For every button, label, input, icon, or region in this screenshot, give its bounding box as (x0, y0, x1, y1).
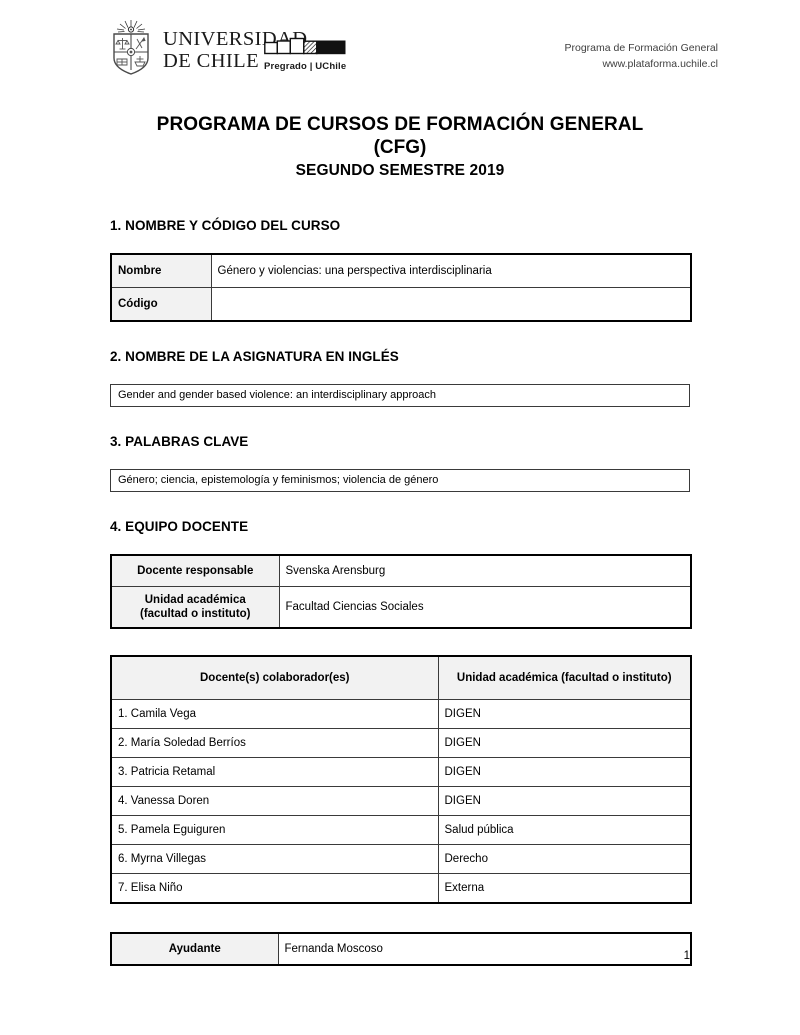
table-row: 2. María Soledad Berríos DIGEN (110, 728, 692, 759)
row-label-nombre: Nombre (110, 253, 212, 289)
col-header-unidad-academica: Unidad académica (facultad o instituto) (437, 655, 692, 701)
row-value-unidad-academica[interactable]: Facultad Ciencias Sociales (278, 586, 692, 629)
collaborator-unit[interactable]: Salud pública (437, 815, 692, 846)
col-header-line-1: Unidad académica (facultad o (456, 672, 620, 685)
collaborator-unit[interactable]: Externa (437, 873, 692, 904)
row-label-docente-responsable: Docente responsable (110, 554, 280, 588)
collaborator-name[interactable]: 3. Patricia Retamal (110, 757, 439, 788)
collaborator-name[interactable]: 4. Vanessa Doren (110, 786, 439, 817)
section-2-value-box[interactable]: Gender and gender based violence: an int… (110, 384, 690, 408)
row-value-ayudante[interactable]: Fernanda Moscoso (277, 932, 692, 966)
section-3-value-box[interactable]: Género; ciencia, epistemología y feminis… (110, 469, 690, 493)
section-4-assistant-table: Ayudante Fernanda Moscoso (110, 932, 692, 967)
collaborator-name[interactable]: 6. Myrna Villegas (110, 844, 439, 875)
section-2-heading: 2. NOMBRE DE LA ASIGNATURA EN INGLÉS (110, 349, 399, 365)
collaborator-unit[interactable]: Derecho (437, 844, 692, 875)
table-row: 7. Elisa Niño Externa (110, 873, 692, 904)
section-3-heading: 3. PALABRAS CLAVE (110, 434, 249, 450)
table-row: Nombre Género y violencias: una perspect… (110, 253, 692, 289)
title-line-1: PROGRAMA DE CURSOS DE FORMACIÓN GENERAL (156, 114, 644, 135)
header-website-line: www.plataforma.uchile.cl (602, 58, 718, 71)
page-header: UNIVERSIDAD DE CHILE Pregrado | UChile (0, 14, 800, 92)
table-row: Ayudante Fernanda Moscoso (110, 932, 692, 966)
page-number: 1 (683, 950, 690, 962)
section-4-responsible-table: Docente responsable Svenska Arensburg Un… (110, 554, 692, 630)
pregrado-uchile-logo: Pregrado | UChile (264, 36, 364, 72)
section-4-collaborators-table: Docente(s) colaborador(es) Unidad académ… (110, 655, 692, 905)
collaborator-unit[interactable]: DIGEN (437, 757, 692, 788)
row-value-docente-responsable[interactable]: Svenska Arensburg (278, 554, 692, 588)
table-row: 5. Pamela Eguiguren Salud pública (110, 815, 692, 846)
title-line-3: SEGUNDO SEMESTRE 2019 (295, 162, 505, 180)
collaborator-name[interactable]: 1. Camila Vega (110, 699, 439, 730)
table-row: 4. Vanessa Doren DIGEN (110, 786, 692, 817)
row-label-codigo: Código (110, 287, 212, 322)
collaborator-name[interactable]: 5. Pamela Eguiguren (110, 815, 439, 846)
collaborator-unit[interactable]: DIGEN (437, 728, 692, 759)
label-line-2: (facultad o instituto) (139, 608, 251, 621)
row-value-nombre[interactable]: Género y violencias: una perspectiva int… (210, 253, 692, 289)
table-row: 1. Camila Vega DIGEN (110, 699, 692, 730)
title-line-2: (CFG) (373, 137, 427, 159)
table-row: Unidad académica (facultad o instituto) … (110, 586, 692, 629)
row-label-unidad-academica: Unidad académica (facultad o instituto) (110, 586, 280, 629)
collaborator-unit[interactable]: DIGEN (437, 699, 692, 730)
table-header-row: Docente(s) colaborador(es) Unidad académ… (110, 655, 692, 701)
section-1-heading: 1. NOMBRE Y CÓDIGO DEL CURSO (110, 218, 341, 233)
col-header-docentes-colaboradores: Docente(s) colaborador(es) (110, 655, 439, 701)
header-program-info: Programa de Formación General www.plataf… (565, 40, 719, 73)
universidad-de-chile-crest-icon (113, 20, 149, 75)
pregrado-uchile-bars-mark-icon (264, 37, 346, 55)
row-value-codigo[interactable] (210, 287, 692, 322)
pregrado-label: Pregrado | UChile (264, 61, 347, 72)
header-program-line: Programa de Formación General (564, 42, 719, 54)
wordmark-line-2: DE CHILE (163, 49, 260, 72)
collaborator-name[interactable]: 7. Elisa Niño (110, 873, 439, 904)
table-row: Código (110, 287, 692, 322)
label-line-1: Unidad académica (144, 594, 246, 607)
document-body: 1. NOMBRE Y CÓDIGO DEL CURSO Nombre Géne… (110, 218, 692, 967)
table-row: 3. Patricia Retamal DIGEN (110, 757, 692, 788)
col-header-line-2: instituto) (622, 672, 672, 685)
section-1-table: Nombre Género y violencias: una perspect… (110, 253, 692, 323)
collaborator-name[interactable]: 2. María Soledad Berríos (110, 728, 439, 759)
document-title: PROGRAMA DE CURSOS DE FORMACIÓN GENERAL … (0, 113, 800, 180)
collaborator-unit[interactable]: DIGEN (437, 786, 692, 817)
section-4-heading: 4. EQUIPO DOCENTE (110, 519, 249, 535)
table-row: 6. Myrna Villegas Derecho (110, 844, 692, 875)
table-row: Docente responsable Svenska Arensburg (110, 554, 692, 588)
row-label-ayudante: Ayudante (110, 932, 279, 966)
